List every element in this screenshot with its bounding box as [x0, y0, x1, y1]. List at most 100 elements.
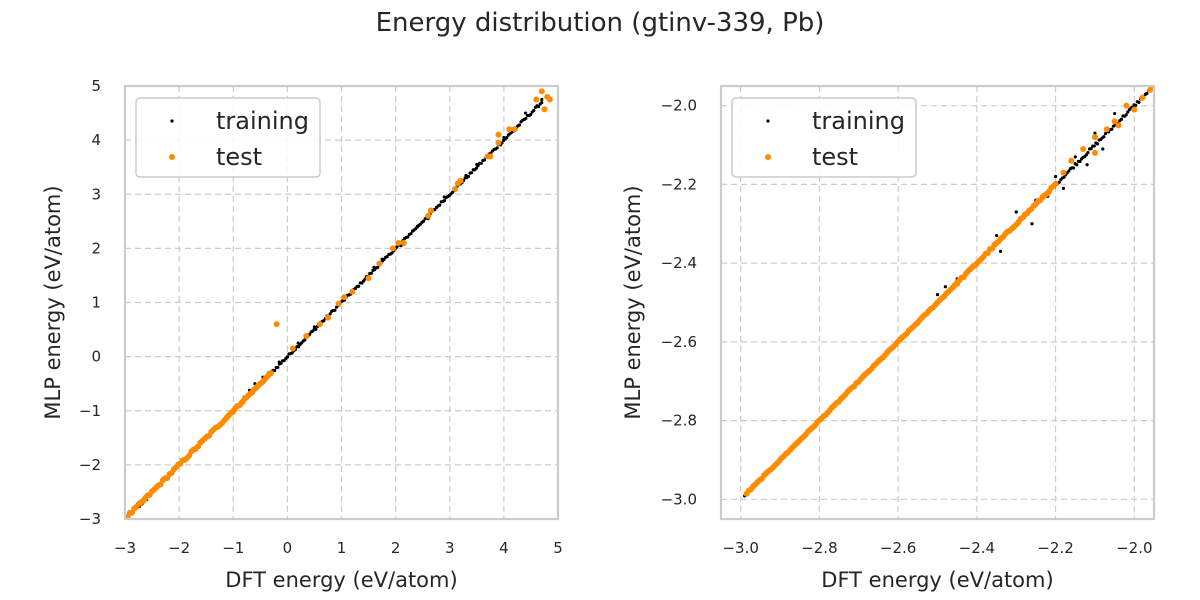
legend-label-training: training [812, 107, 905, 135]
point-training [438, 203, 442, 207]
point-training [1092, 144, 1096, 148]
x-tick-label: −2.6 [880, 539, 916, 557]
point-training [1062, 175, 1066, 179]
plot-frame [123, 84, 560, 521]
y-tick-label: 3 [91, 185, 101, 203]
point-training [357, 284, 361, 288]
legend-box [731, 97, 917, 178]
point-test [303, 333, 310, 340]
point-training [1124, 113, 1128, 117]
point-test [427, 207, 434, 214]
x-tick-label: −3 [114, 539, 136, 557]
point-test [389, 245, 396, 252]
point-training [1061, 186, 1066, 190]
point-training [1137, 100, 1141, 104]
point-test [1068, 157, 1075, 164]
point-training [406, 235, 410, 239]
y-tick-label: 2 [91, 239, 101, 257]
point-training [285, 355, 289, 359]
legend: training test [135, 97, 321, 178]
point-training [276, 365, 280, 369]
series-test [125, 88, 553, 519]
point-training [1113, 111, 1117, 116]
legend: training test [731, 97, 917, 178]
plot-area-right: −3.0 −2.8 −2.6 −2.4 −2.2 −2.0 −3.0 −2.8 −2.6 −2.4… [621, 84, 1156, 592]
x-tick-label: −2.2 [1037, 539, 1073, 557]
point-test [400, 239, 407, 246]
point-test [289, 345, 296, 352]
point-test [395, 239, 402, 246]
point-training [1126, 110, 1130, 114]
y-tick-label: −3.0 [661, 490, 697, 508]
point-test [157, 481, 164, 488]
point-test [425, 212, 432, 219]
point-test [1052, 180, 1059, 187]
point-test [1103, 126, 1110, 133]
point-training [296, 345, 301, 349]
y-tick-label: −3 [79, 510, 101, 528]
legend-marker-training [766, 119, 770, 123]
y-tick-label: −2.4 [661, 254, 697, 272]
point-test [1123, 102, 1130, 109]
point-training [380, 257, 384, 261]
point-training [505, 136, 509, 140]
point-training [536, 105, 541, 109]
point-training [1014, 210, 1018, 214]
point-training [1071, 166, 1076, 170]
point-training [277, 360, 281, 364]
point-test [457, 177, 464, 184]
point-training [314, 327, 318, 331]
point-training [523, 111, 528, 115]
point-training [1110, 127, 1114, 131]
point-training [312, 325, 317, 329]
legend-marker-test [765, 154, 771, 160]
data-points [743, 86, 1154, 498]
point-training [296, 341, 300, 345]
point-training [1030, 222, 1034, 226]
point-training [333, 308, 337, 312]
point-training [532, 108, 536, 113]
point-test [268, 369, 275, 376]
x-tick-label: −1 [222, 539, 244, 557]
point-training [1084, 153, 1088, 157]
point-training [442, 199, 447, 203]
point-training [1095, 142, 1100, 146]
point-training [943, 285, 947, 289]
y-tick-label: 5 [91, 77, 101, 95]
point-training [273, 368, 277, 373]
point-training [994, 233, 999, 238]
point-test [533, 96, 540, 103]
y-tick-label: 0 [91, 348, 101, 366]
x-tick-label: −2.4 [959, 539, 995, 557]
point-test [365, 275, 372, 282]
x-axis-label: DFT energy (eV/atom) [821, 568, 1053, 592]
point-test [1091, 134, 1098, 141]
point-training [502, 135, 506, 140]
plot-area-left: −3 −2 −1 0 1 2 3 4 5 −3 −2 −1 0 1 2 3 4 5 DFT energy (eV/a… [41, 77, 563, 592]
x-tick-label: 3 [445, 539, 455, 557]
point-test [506, 126, 513, 133]
point-test [1091, 149, 1098, 156]
point-training [470, 171, 474, 175]
y-tick-label: −2.2 [661, 175, 697, 193]
point-training [1067, 169, 1071, 173]
point-training [422, 219, 426, 223]
plot-frame [719, 84, 1156, 521]
y-axis-label: MLP energy (eV/atom) [621, 185, 645, 419]
point-training [466, 174, 471, 179]
point-training [1102, 135, 1106, 139]
point-training [935, 293, 940, 297]
point-test [487, 153, 494, 160]
x-tick-label: 2 [391, 539, 401, 557]
legend-label-test: test [812, 143, 858, 171]
point-test [335, 300, 342, 307]
x-tick-label: 0 [283, 539, 293, 557]
point-training [517, 123, 522, 127]
legend-label-training: training [216, 107, 309, 135]
point-training [482, 158, 487, 162]
x-tick-label: −3.0 [722, 539, 758, 557]
point-training [1086, 151, 1090, 155]
point-training [369, 271, 373, 275]
point-training [495, 146, 499, 150]
point-training [998, 249, 1003, 253]
